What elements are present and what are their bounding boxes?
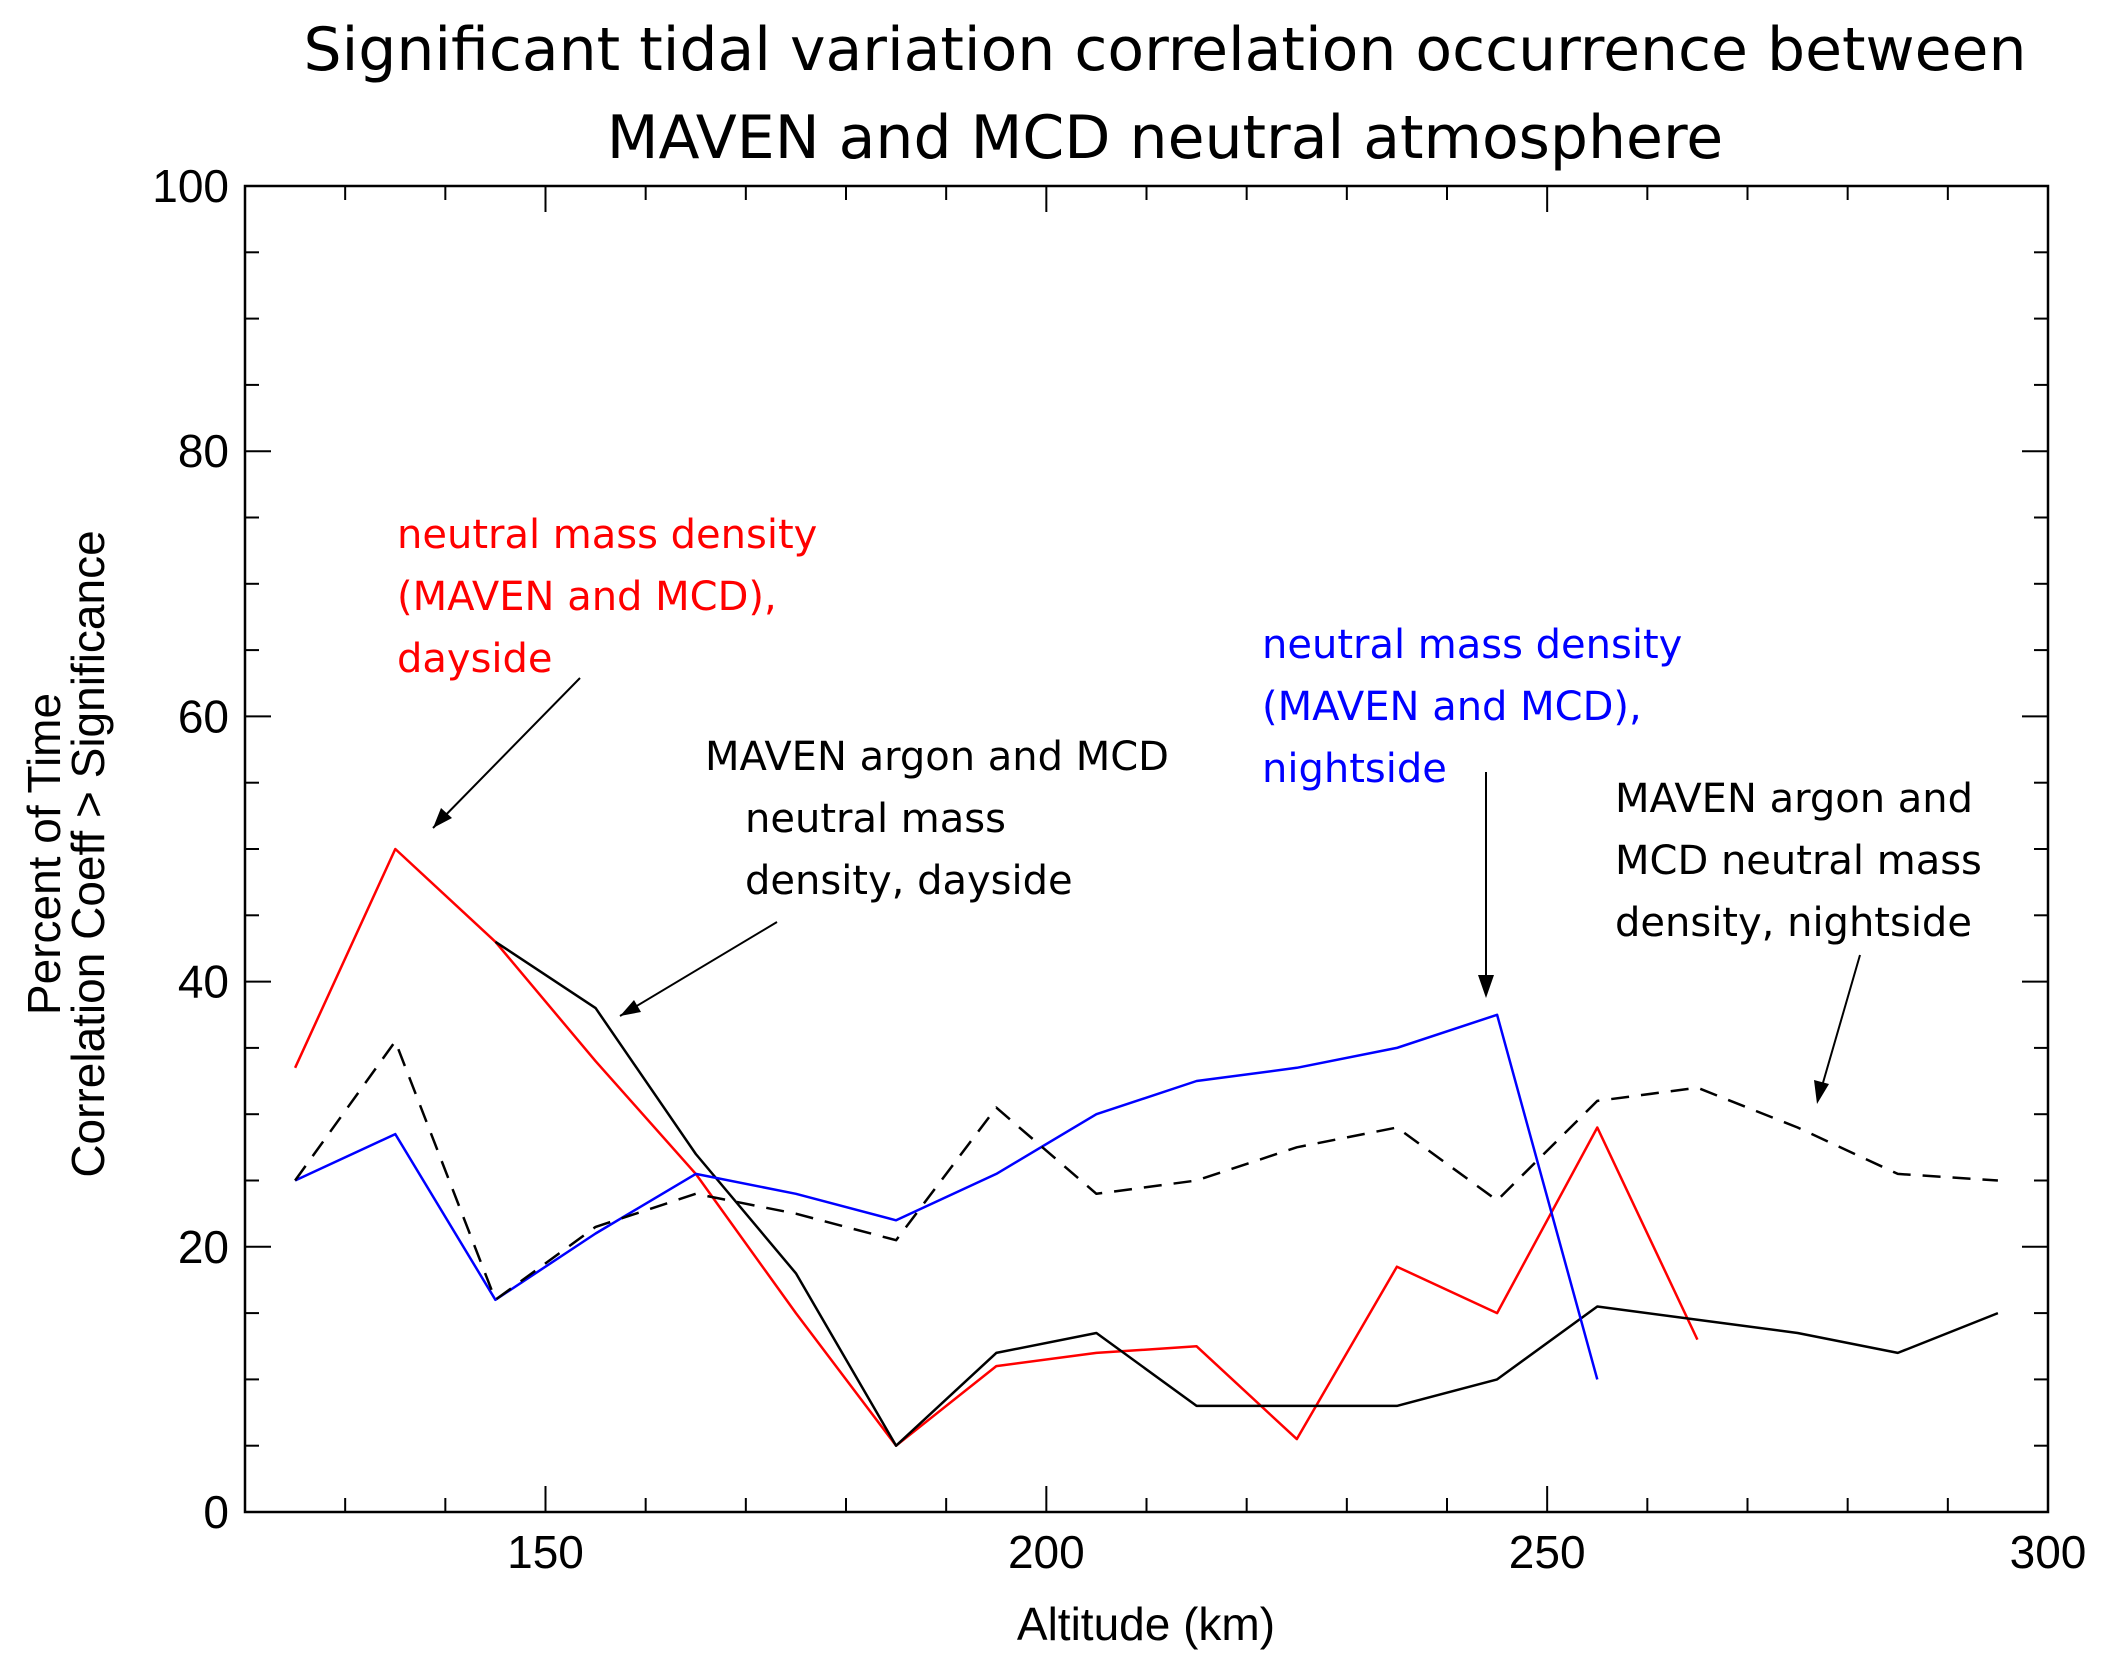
annotation-argon-nightside-line-1: MAVEN argon and <box>1615 776 1973 822</box>
annotation-argon-dayside-line-2: neutral mass <box>745 796 1006 842</box>
tick-labels: 150 200 250 300 0 20 40 60 80 100 <box>152 160 2086 1578</box>
annotation-argon-dayside-line-3: density, dayside <box>745 858 1073 904</box>
annotation-neutral-nightside-line-1: neutral mass density <box>1262 622 1682 668</box>
series-line-2 <box>494 940 1999 1447</box>
x-tick-label: 250 <box>1509 1526 1586 1578</box>
x-tick-label: 200 <box>1008 1526 1085 1578</box>
annotation-arrow-neutral-dayside <box>432 677 581 829</box>
annotation-argon-nightside-line-3: density, nightside <box>1615 900 1972 946</box>
annotation-argon-nightside-line-2: MCD neutral mass <box>1615 838 1982 884</box>
annotation-arrowhead-neutral-dayside <box>433 808 452 828</box>
annotation-neutral-dayside: neutral mass density (MAVEN and MCD), da… <box>397 512 817 829</box>
y-tick-label: 0 <box>203 1486 229 1538</box>
annotation-argon-nightside: MAVEN argon and MCD neutral mass density… <box>1615 776 1982 1104</box>
y-axis-label-line-2: Correlation Coeff > Significance <box>62 530 114 1177</box>
series-line-1 <box>293 847 1699 1447</box>
annotation-arrow-argon-dayside <box>619 921 778 1017</box>
annotation-neutral-nightside-line-3: nightside <box>1262 746 1447 792</box>
annotation-arrowhead-argon-nightside <box>1814 1080 1829 1104</box>
annotation-neutral-dayside-line-1: neutral mass density <box>397 512 817 558</box>
y-tick-label: 20 <box>178 1221 229 1273</box>
x-axis-label: Altitude (km) <box>1017 1598 1275 1650</box>
annotation-neutral-dayside-line-2: (MAVEN and MCD), <box>397 574 777 620</box>
y-tick-label: 100 <box>152 160 229 212</box>
series-line-3 <box>294 1013 1599 1380</box>
y-axis-label-line-1: Percent of Time <box>18 693 70 1015</box>
y-tick-label: 40 <box>178 956 229 1008</box>
annotation-arrowhead-argon-dayside <box>620 1000 641 1016</box>
annotation-arrow-argon-nightside <box>1817 954 1861 1101</box>
axis-ticks <box>245 186 2048 1512</box>
annotation-argon-dayside: MAVEN argon and MCD neutral mass density… <box>619 734 1169 1017</box>
annotation-neutral-nightside: neutral mass density (MAVEN and MCD), ni… <box>1262 622 1682 998</box>
annotation-argon-dayside-line-1: MAVEN argon and MCD <box>705 734 1169 780</box>
series-layer <box>293 847 1999 1447</box>
annotation-neutral-nightside-line-2: (MAVEN and MCD), <box>1262 684 1642 730</box>
chart-title-line-1: Significant tidal variation correlation … <box>304 15 2027 85</box>
annotation-neutral-dayside-line-3: dayside <box>397 636 553 682</box>
y-tick-label: 60 <box>178 690 229 742</box>
annotation-arrowhead-neutral-nightside <box>1478 975 1494 998</box>
x-tick-label: 300 <box>2010 1526 2087 1578</box>
x-tick-label: 150 <box>507 1526 584 1578</box>
y-tick-label: 80 <box>178 425 229 477</box>
chart-title-line-2: MAVEN and MCD neutral atmosphere <box>607 103 1723 173</box>
series-line-4 <box>294 1040 1998 1302</box>
